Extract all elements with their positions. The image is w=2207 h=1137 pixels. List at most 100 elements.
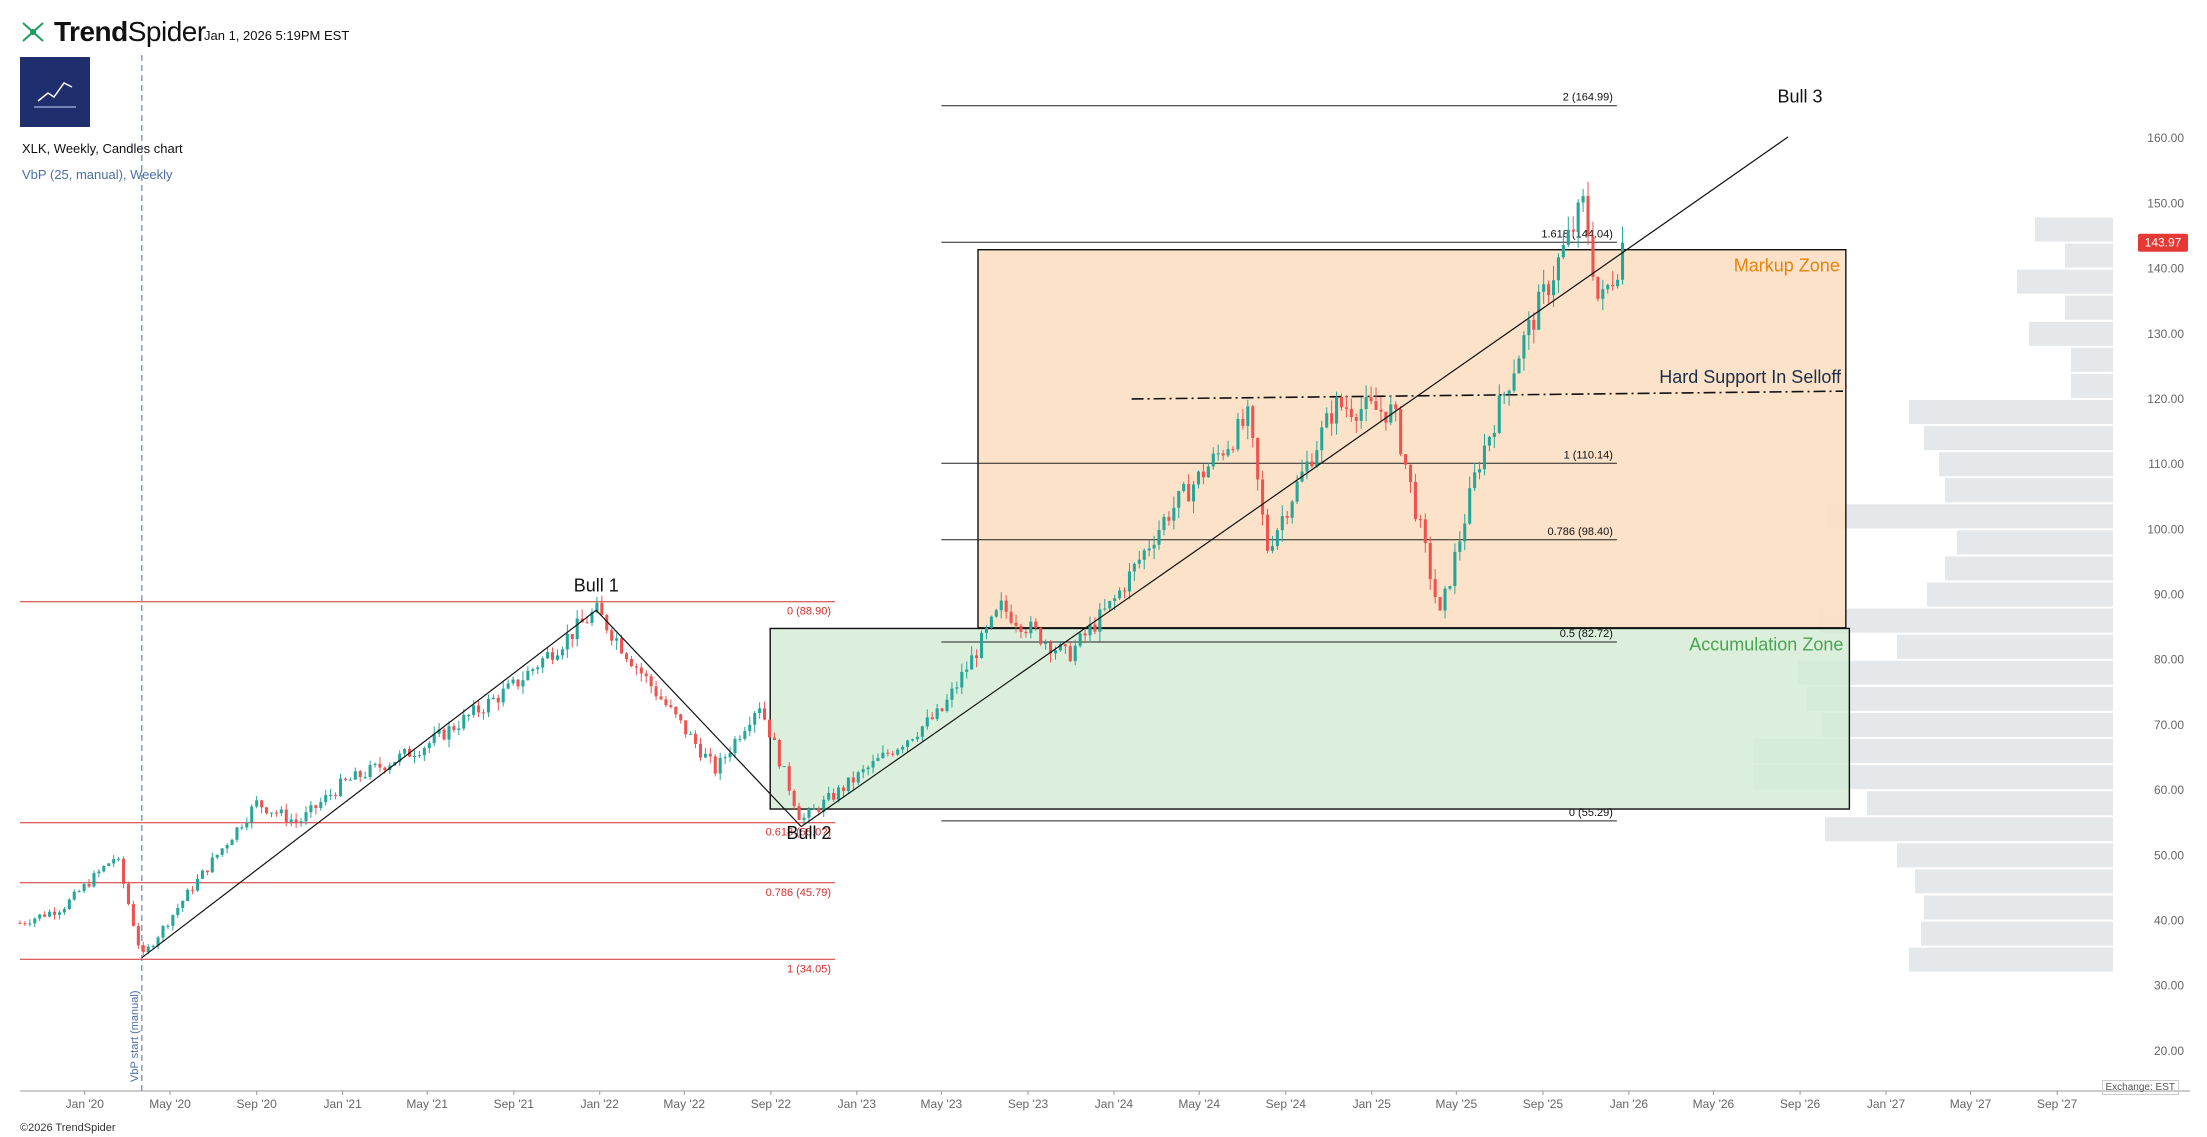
- x-tick-label: May '22: [663, 1097, 705, 1111]
- candle-body: [122, 858, 126, 884]
- candle-body: [945, 699, 949, 711]
- x-tick-label: Jan '22: [581, 1097, 620, 1111]
- candle-body: [181, 900, 185, 908]
- candle-body: [802, 817, 806, 821]
- candle-body: [1369, 397, 1373, 402]
- candle-body: [348, 779, 352, 781]
- candle-body: [1098, 609, 1102, 632]
- vbp-bar: [1924, 426, 2113, 451]
- x-tick-label: Sep '27: [2037, 1097, 2078, 1111]
- y-tick-label: 140.00: [2147, 262, 2184, 276]
- vbp-bar: [2065, 243, 2113, 268]
- candle-body: [368, 765, 372, 777]
- candle-body: [97, 871, 101, 874]
- candle-body: [1231, 449, 1235, 451]
- candle-body: [1049, 642, 1053, 654]
- candle-body: [1428, 543, 1432, 580]
- candle-body: [215, 854, 219, 858]
- candle-body: [230, 839, 234, 846]
- x-tick-label: Sep '26: [1780, 1097, 1821, 1111]
- indicator-legend[interactable]: VbP (25, manual), Weekly: [22, 167, 173, 182]
- fib-retracement-label: 0 (88.90): [787, 606, 831, 618]
- candle-body: [1384, 411, 1388, 423]
- candle-body: [1310, 461, 1314, 467]
- candle-body: [1162, 516, 1166, 530]
- candle-body: [481, 712, 486, 714]
- y-tick-label: 80.00: [2154, 653, 2184, 667]
- y-tick-label: 160.00: [2147, 131, 2184, 145]
- candle-body: [763, 708, 767, 720]
- y-tick-label: 40.00: [2154, 914, 2184, 928]
- candle-body: [67, 899, 71, 910]
- candle-body: [881, 752, 885, 759]
- candle-body: [777, 740, 781, 767]
- vbp-bar: [2071, 347, 2113, 372]
- vbp-bar: [1939, 452, 2113, 477]
- candle-body: [161, 926, 165, 938]
- candle-body: [629, 659, 633, 667]
- candle-body: [62, 909, 66, 913]
- candle-body: [447, 726, 451, 740]
- candle-body: [437, 729, 441, 734]
- candle-body: [684, 720, 688, 735]
- candle-body: [82, 884, 86, 892]
- candle-body: [708, 753, 712, 757]
- candle-body: [314, 805, 318, 808]
- accumulation-zone: [769, 627, 1851, 810]
- candle-body: [743, 731, 747, 739]
- vbp-bar: [1867, 791, 2113, 816]
- candle-body: [28, 923, 32, 925]
- candle-body: [1039, 628, 1043, 644]
- vbp-bar: [1897, 843, 2113, 868]
- candle-body: [541, 658, 545, 668]
- vbp-start-label: VbP start (manual): [129, 990, 141, 1082]
- candle-body: [501, 688, 505, 703]
- candle-body: [1408, 464, 1413, 482]
- candle-body: [1004, 600, 1008, 612]
- vbp-bar: [1807, 686, 2113, 711]
- candle-body: [1137, 559, 1141, 564]
- candle-body: [832, 792, 836, 800]
- candle-body: [521, 680, 525, 687]
- candle-body: [1354, 417, 1358, 421]
- candle-body: [309, 805, 313, 813]
- candle-body: [1196, 471, 1201, 485]
- candle-body: [1547, 284, 1551, 296]
- candle-body: [1389, 404, 1393, 423]
- trendspider-logo-icon: [22, 22, 44, 42]
- candle-body: [930, 717, 934, 719]
- candle-body: [1256, 437, 1260, 480]
- candle-body: [126, 883, 131, 905]
- candle-body: [1083, 633, 1087, 636]
- candle-body: [733, 738, 737, 754]
- candle-body: [940, 708, 944, 711]
- candle-body: [284, 809, 288, 822]
- candle-body: [1497, 395, 1501, 433]
- fib-retracement-label: 0.786 (45.79): [766, 887, 831, 899]
- candle-body: [151, 945, 155, 947]
- candle-body: [994, 610, 998, 617]
- y-tick-label: 110.00: [2148, 457, 2184, 471]
- candle-body: [999, 600, 1003, 611]
- candle-body: [1339, 396, 1344, 408]
- candle-body: [950, 688, 954, 700]
- candle-body: [186, 889, 190, 901]
- candle-body: [1379, 409, 1383, 412]
- candle-body: [1058, 644, 1062, 651]
- chart-datetime: Jan 1, 2026 5:19PM EST: [204, 28, 350, 43]
- candle-body: [1221, 453, 1225, 456]
- candle-body: [822, 799, 826, 812]
- candle-body: [92, 873, 96, 887]
- candle-body: [1364, 397, 1368, 410]
- candle-body: [403, 748, 407, 754]
- candle-body: [787, 766, 791, 791]
- candle-body: [166, 925, 170, 927]
- candle-body: [694, 733, 698, 744]
- candle-body: [1073, 645, 1077, 662]
- candle-body: [1330, 413, 1334, 424]
- candle-body: [615, 638, 619, 641]
- candle-body: [817, 808, 821, 812]
- candle-body: [891, 753, 895, 755]
- x-tick-label: Sep '25: [1523, 1097, 1564, 1111]
